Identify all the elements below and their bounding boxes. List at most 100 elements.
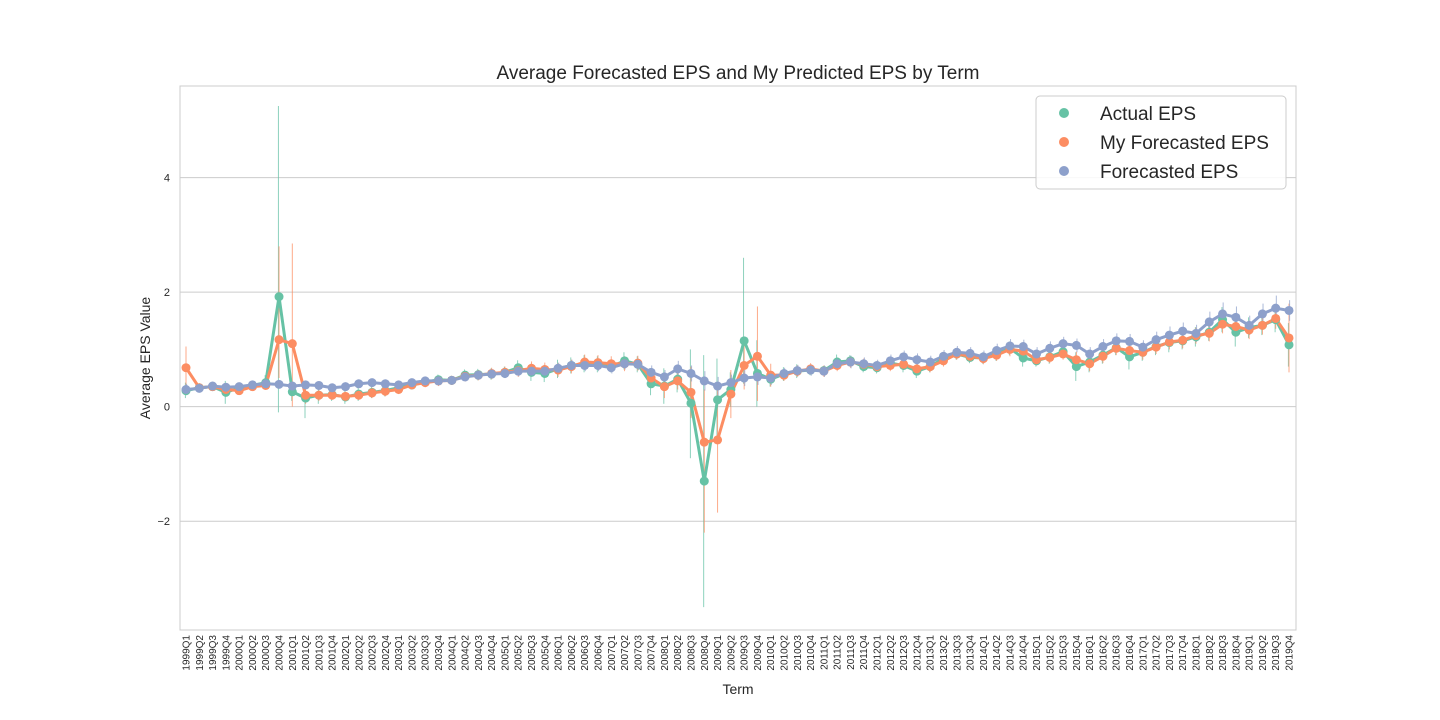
data-point bbox=[327, 383, 337, 393]
data-point bbox=[487, 369, 497, 379]
x-tick-label: 2009Q3 bbox=[740, 635, 751, 671]
x-tick-label: 1999Q4 bbox=[221, 635, 232, 671]
data-point bbox=[792, 366, 802, 376]
x-tick-label: 2013Q1 bbox=[926, 635, 937, 671]
data-point bbox=[752, 372, 762, 382]
legend-marker bbox=[1059, 108, 1069, 118]
data-point bbox=[912, 364, 922, 374]
data-point bbox=[261, 379, 271, 389]
data-point bbox=[460, 372, 470, 382]
x-tick-label: 2000Q4 bbox=[275, 635, 286, 671]
x-tick-label: 2007Q3 bbox=[633, 635, 644, 671]
data-point bbox=[540, 366, 550, 376]
x-tick-label: 2012Q3 bbox=[899, 635, 910, 671]
chart-title: Average Forecasted EPS and My Predicted … bbox=[497, 63, 980, 84]
data-point bbox=[1231, 322, 1241, 332]
data-point bbox=[500, 368, 510, 378]
x-tick-label: 2014Q4 bbox=[1019, 635, 1030, 671]
data-point bbox=[1125, 346, 1135, 356]
x-tick-label: 2011Q3 bbox=[846, 635, 857, 670]
legend-label: Forecasted EPS bbox=[1100, 162, 1238, 183]
data-point bbox=[1257, 320, 1267, 330]
x-tick-label: 2006Q4 bbox=[593, 635, 604, 671]
x-tick-label: 2008Q1 bbox=[660, 635, 671, 671]
x-tick-label: 2007Q2 bbox=[620, 635, 631, 671]
x-tick-label: 2015Q4 bbox=[1072, 635, 1083, 671]
data-point bbox=[819, 366, 829, 376]
data-point bbox=[274, 292, 284, 302]
x-tick-label: 2001Q2 bbox=[301, 635, 312, 671]
x-tick-label: 2000Q3 bbox=[261, 635, 272, 671]
data-point bbox=[766, 373, 776, 383]
data-point bbox=[872, 360, 882, 370]
plot-frame bbox=[179, 85, 1297, 631]
x-tick-label: 2009Q4 bbox=[753, 635, 764, 671]
data-point bbox=[779, 368, 789, 378]
data-point bbox=[686, 368, 696, 378]
data-point bbox=[1151, 342, 1161, 352]
x-tick-label: 2001Q1 bbox=[288, 635, 299, 671]
x-tick-label: 2006Q2 bbox=[567, 635, 578, 671]
data-point bbox=[274, 379, 284, 389]
y-tick-label: 2 bbox=[164, 287, 170, 299]
data-point bbox=[473, 370, 483, 380]
x-tick-label: 2009Q2 bbox=[726, 635, 737, 671]
x-tick-label: 2008Q3 bbox=[686, 635, 697, 671]
data-point bbox=[208, 381, 218, 391]
x-tick-label: 2002Q1 bbox=[341, 635, 352, 671]
data-point bbox=[739, 360, 749, 370]
data-point bbox=[739, 336, 749, 346]
data-point bbox=[1125, 352, 1135, 362]
data-point bbox=[686, 398, 696, 408]
data-point bbox=[354, 379, 364, 389]
x-tick-labels: 1999Q1 1999Q2 1999Q3 1999Q4 2000Q1 2000Q2 2000… bbox=[182, 635, 1296, 671]
data-point bbox=[1271, 303, 1281, 313]
data-point bbox=[566, 360, 576, 370]
x-tick-label: 2019Q1 bbox=[1245, 635, 1256, 671]
legend: Actual EPS My Forecasted EPS Forecasted EP… bbox=[1035, 95, 1287, 190]
x-tick-label: 2000Q1 bbox=[235, 635, 246, 671]
data-point bbox=[181, 363, 191, 373]
data-point bbox=[1284, 333, 1294, 343]
x-tick-label: 2017Q3 bbox=[1165, 635, 1176, 671]
data-point bbox=[1204, 317, 1214, 327]
legend-box bbox=[1035, 95, 1287, 190]
data-point bbox=[673, 364, 683, 374]
x-tick-label: 2003Q2 bbox=[407, 635, 418, 671]
data-point bbox=[301, 380, 311, 390]
data-point bbox=[1284, 340, 1294, 350]
data-point bbox=[978, 352, 988, 362]
data-point bbox=[593, 360, 603, 370]
data-point bbox=[1111, 343, 1121, 353]
data-point bbox=[899, 359, 909, 369]
data-point bbox=[1071, 340, 1081, 350]
x-tick-label: 1999Q2 bbox=[195, 635, 206, 671]
x-tick-label: 2015Q2 bbox=[1045, 635, 1056, 671]
data-point bbox=[527, 366, 537, 376]
data-point bbox=[699, 437, 709, 447]
data-point bbox=[1085, 359, 1095, 369]
data-point bbox=[314, 390, 324, 400]
x-tick-label: 2012Q4 bbox=[912, 635, 923, 671]
data-point bbox=[1018, 353, 1028, 363]
data-point bbox=[832, 359, 842, 369]
x-tick-label: 2016Q2 bbox=[1098, 635, 1109, 671]
data-point bbox=[633, 359, 643, 369]
x-tick-label: 2004Q1 bbox=[447, 635, 458, 671]
data-point bbox=[287, 339, 297, 349]
data-point bbox=[1058, 349, 1068, 359]
data-point bbox=[274, 335, 284, 345]
x-tick-label: 2018Q1 bbox=[1191, 635, 1202, 671]
y-tick-label: 0 bbox=[164, 402, 170, 414]
x-tick-label: 1999Q1 bbox=[182, 635, 193, 671]
x-tick-label: 2005Q4 bbox=[540, 635, 551, 671]
data-point bbox=[1125, 336, 1135, 346]
x-tick-label: 2018Q4 bbox=[1231, 635, 1242, 671]
data-point bbox=[1045, 352, 1055, 362]
data-point bbox=[1271, 313, 1281, 323]
x-tick-label: 2019Q4 bbox=[1285, 635, 1296, 671]
x-tick-label: 2011Q4 bbox=[859, 635, 870, 670]
data-point bbox=[726, 378, 736, 388]
data-point bbox=[221, 382, 231, 392]
